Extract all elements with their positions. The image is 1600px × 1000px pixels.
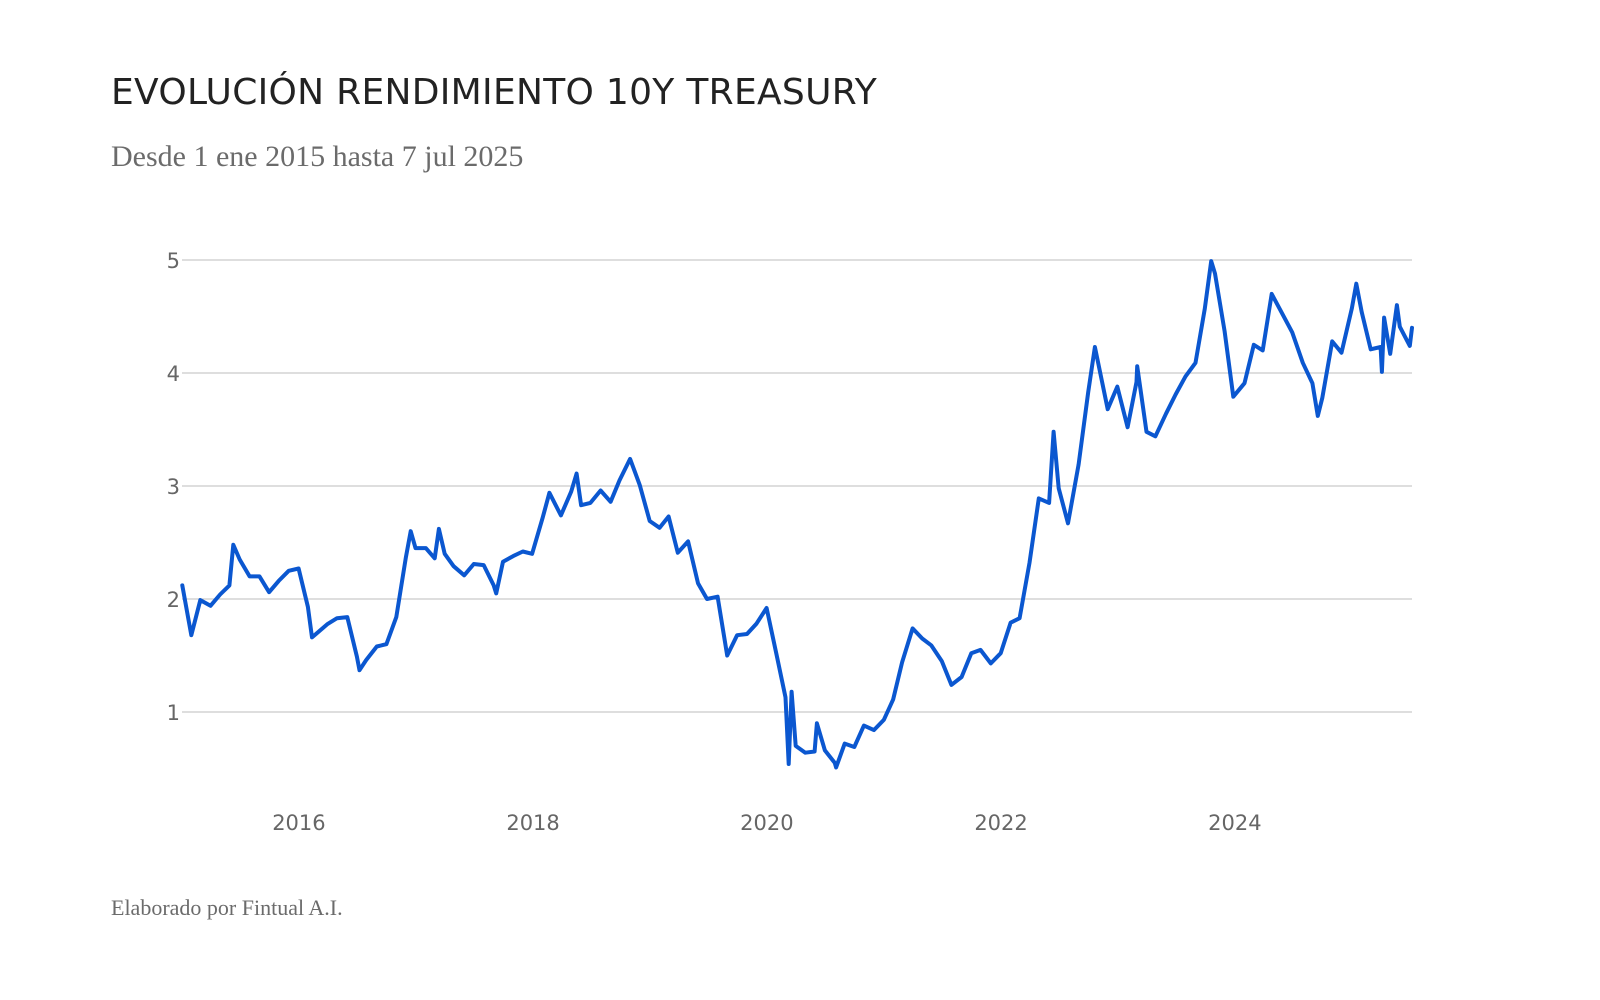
x-tick-label: 2018 <box>506 811 559 835</box>
x-tick-label: 2016 <box>272 811 325 835</box>
y-tick-label: 4 <box>167 362 180 386</box>
chart-title: EVOLUCIÓN RENDIMIENTO 10Y TREASURY <box>111 72 878 113</box>
series-line-0 <box>180 259 1414 770</box>
grid-lines <box>182 259 1412 713</box>
series-layer <box>180 259 1414 770</box>
y-axis-tick-labels: 1 2 3 4 5 <box>167 249 180 725</box>
x-tick-label: 2022 <box>974 811 1027 835</box>
x-tick-label: 2020 <box>740 811 793 835</box>
x-tick-label: 2024 <box>1208 811 1261 835</box>
y-tick-label: 3 <box>167 475 180 499</box>
x-axis-tick-labels: 2016 2018 2020 2022 2024 <box>272 811 1261 835</box>
y-tick-label: 1 <box>167 701 180 725</box>
y-tick-label: 2 <box>167 588 180 612</box>
y-tick-label: 5 <box>167 249 180 273</box>
source-credit: Elaborado por Fintual A.I. <box>111 895 343 920</box>
chart-subtitle: Desde 1 ene 2015 hasta 7 jul 2025 <box>111 140 524 173</box>
